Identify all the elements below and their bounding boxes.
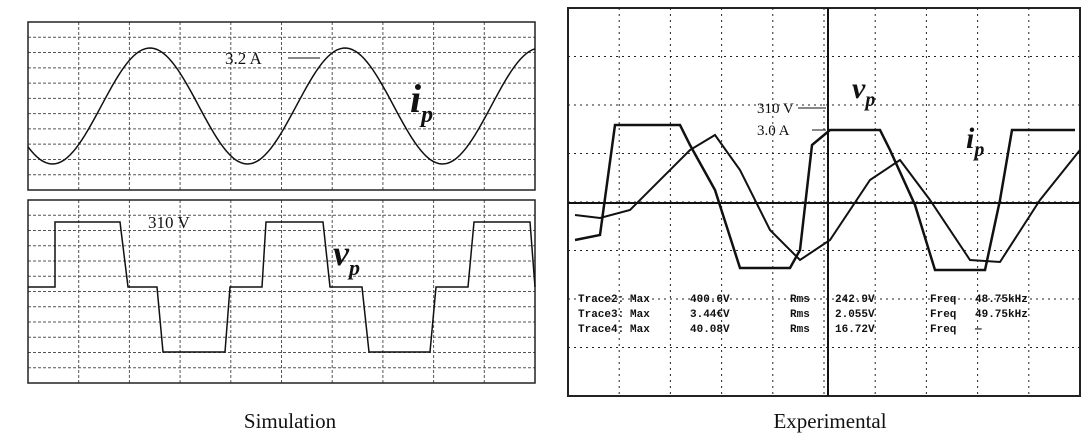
measurement: Trace2:: [578, 294, 624, 306]
measurement: Max: [630, 309, 650, 321]
exp-voltage-label: 310 V: [757, 101, 794, 117]
text: i: [966, 122, 975, 155]
text: 310 V: [148, 213, 190, 232]
measurement: Rms: [790, 309, 810, 321]
measurement: Freq: [930, 294, 956, 306]
measurement: Freq: [930, 324, 956, 336]
sim-current-symbol: ip: [410, 76, 433, 128]
sim-voltage-label: 310 V: [148, 213, 190, 232]
sim-voltage-frame: [27, 199, 536, 384]
text: v: [333, 233, 350, 273]
sim-current-frame: [27, 21, 536, 191]
exp-current-label: 3.0 A: [757, 123, 790, 139]
exp-voltage-symbol: vp: [852, 72, 875, 111]
caption: Simulation: [244, 409, 337, 433]
measurement: 48.75kHz: [975, 294, 1028, 306]
exp-current-wave: [574, 133, 1081, 264]
measurement: —: [974, 324, 982, 336]
measurement: Trace3:: [578, 309, 624, 321]
sim-current-label: 3.2 A: [225, 49, 263, 68]
measurement: Rms: [790, 294, 810, 306]
measurement: Max: [630, 324, 650, 336]
measurement: Max: [630, 294, 650, 306]
measurement: Rms: [790, 324, 810, 336]
caption: Experimental: [773, 409, 886, 433]
measurement: 40.08V: [690, 324, 730, 336]
text: p: [863, 89, 875, 111]
text: 3.2 A: [225, 49, 263, 68]
text: 3.0 A: [757, 123, 790, 139]
measurement: 400.6V: [690, 294, 730, 306]
text: 310 V: [757, 101, 794, 117]
measurements: Trace2: Max 400.6V Rms 242.9V Freq 48.75kHz Tra…: [578, 294, 1028, 336]
sim-current-wave: [27, 47, 536, 165]
sim-voltage-symbol: vp: [333, 233, 360, 280]
measurement: 242.9V: [835, 294, 875, 306]
exp-current-symbol: ip: [966, 122, 984, 161]
text: v: [852, 72, 866, 105]
text: p: [972, 139, 984, 161]
measurement: 16.72V: [835, 324, 875, 336]
measurement: Trace4:: [578, 324, 624, 336]
sim-voltage-wave: [28, 221, 536, 353]
measurement: 2.055V: [835, 309, 875, 321]
text: i: [410, 76, 421, 121]
exp-voltage-wave: [574, 123, 1075, 272]
measurement: 49.75kHz: [975, 309, 1028, 321]
text: Experimental: [773, 409, 886, 433]
measurement: 3.44€V: [690, 309, 730, 321]
measurement: Freq: [930, 309, 956, 321]
text: Simulation: [244, 409, 337, 433]
text: p: [419, 102, 433, 128]
text: p: [347, 255, 360, 280]
